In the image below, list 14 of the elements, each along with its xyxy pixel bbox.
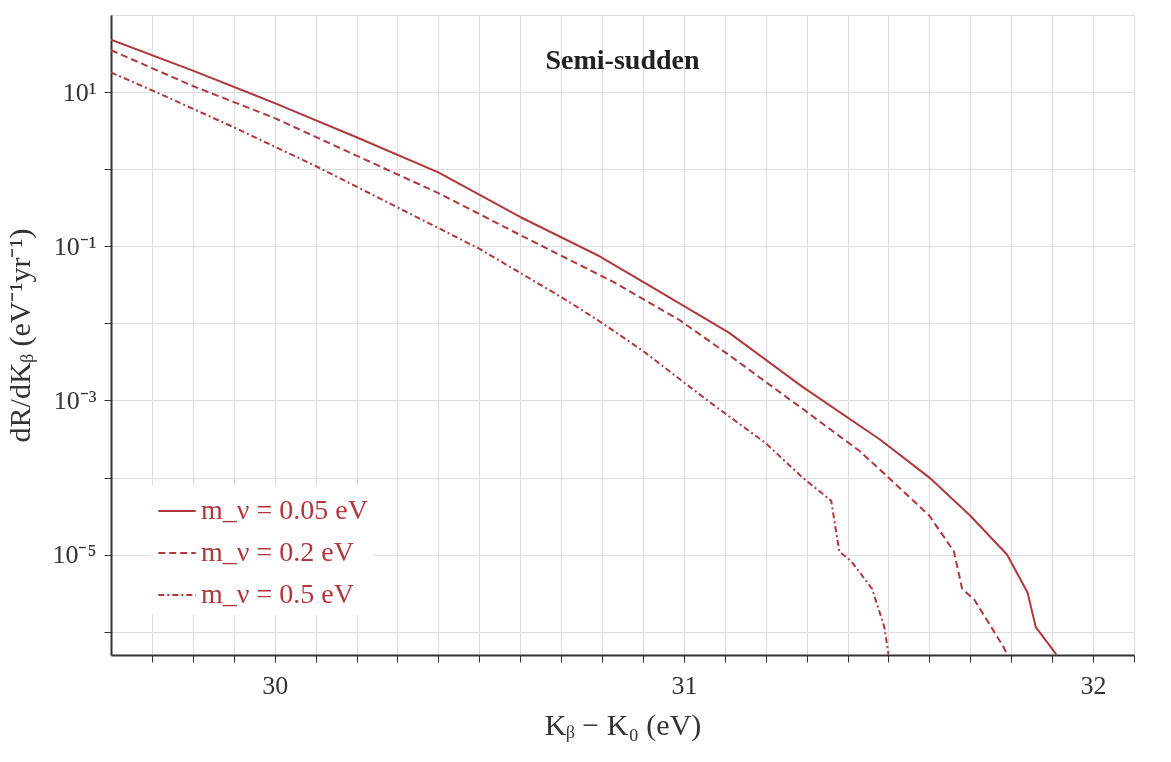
- x-tick-label: 31: [671, 670, 698, 700]
- x-tick-label: 32: [1080, 670, 1107, 700]
- legend-label: m_ν = 0.2 eV: [201, 536, 354, 567]
- legend-label: m_ν = 0.5 eV: [201, 578, 354, 609]
- y-tick-label: 10⁻⁵: [52, 540, 97, 570]
- x-axis-title: Kᵦ − K₀ (eV): [544, 707, 702, 742]
- text: Semi-sudden: [545, 44, 700, 75]
- y-axis-title: dR/dKᵦ (eV⁻¹yr⁻¹): [3, 228, 38, 443]
- legend-label: m_ν = 0.05 eV: [201, 494, 368, 525]
- y-tick-label: 10⁻³: [53, 385, 97, 415]
- x-tick-label: 30: [262, 670, 289, 700]
- y-tick-label: 10⁻¹: [53, 231, 97, 261]
- y-tick-label: 10¹: [62, 77, 97, 107]
- line-series: [111, 71, 890, 655]
